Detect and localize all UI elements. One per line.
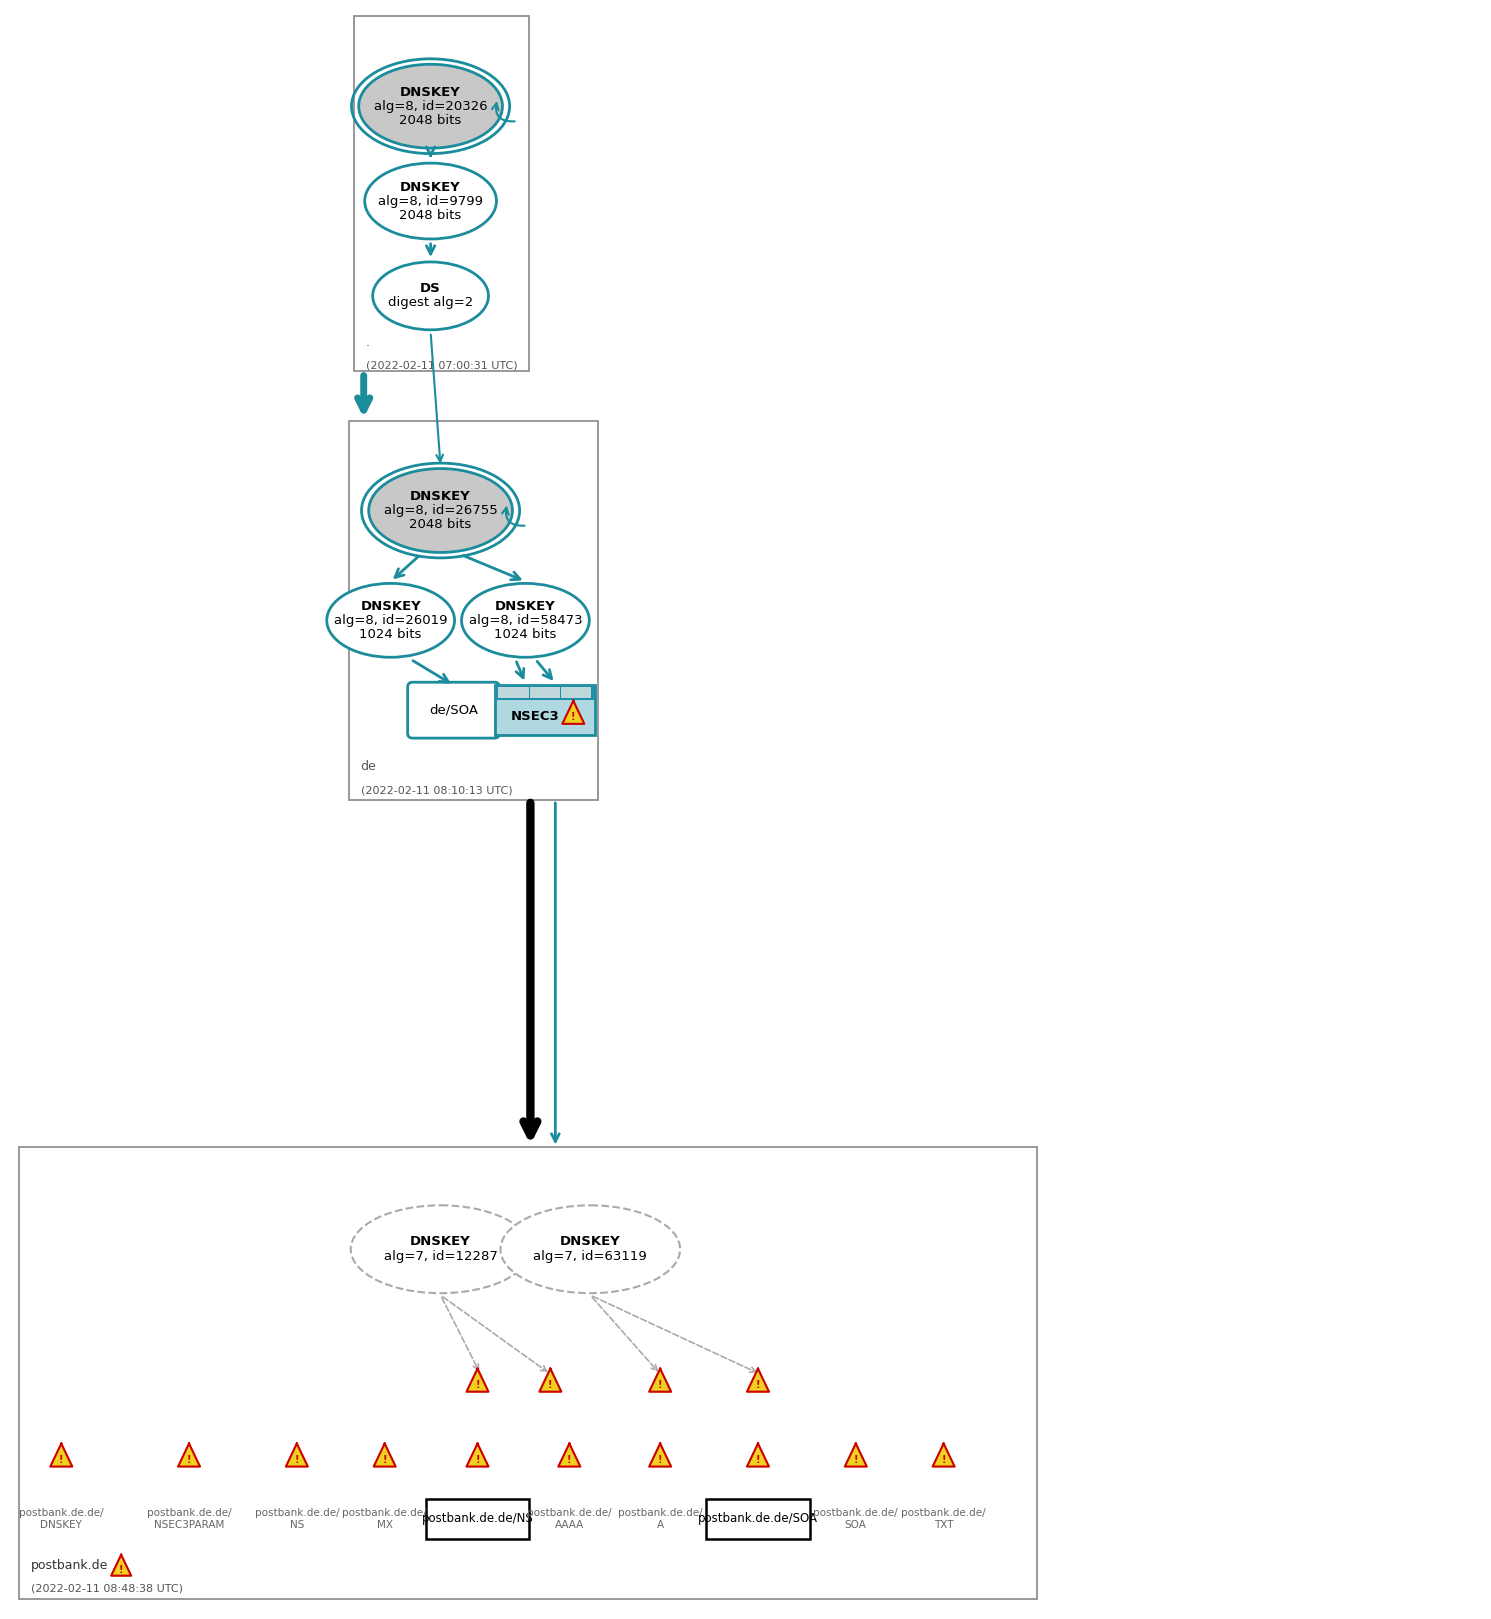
Text: !: ! xyxy=(853,1455,857,1465)
Text: DNSKEY: DNSKEY xyxy=(410,491,471,504)
Polygon shape xyxy=(649,1368,671,1392)
Polygon shape xyxy=(540,1368,561,1392)
Text: !: ! xyxy=(476,1379,480,1391)
Bar xyxy=(561,686,592,698)
Text: alg=8, id=58473: alg=8, id=58473 xyxy=(468,614,581,627)
Bar xyxy=(349,421,598,800)
Polygon shape xyxy=(467,1444,489,1467)
Text: 1024 bits: 1024 bits xyxy=(494,628,556,641)
Text: de/SOA: de/SOA xyxy=(429,704,479,717)
Text: !: ! xyxy=(476,1455,480,1465)
Text: alg=8, id=26755: alg=8, id=26755 xyxy=(383,504,498,516)
Ellipse shape xyxy=(365,164,497,240)
Text: alg=7, id=63119: alg=7, id=63119 xyxy=(534,1250,647,1263)
FancyBboxPatch shape xyxy=(407,682,499,738)
Polygon shape xyxy=(649,1444,671,1467)
Ellipse shape xyxy=(373,262,489,330)
Polygon shape xyxy=(374,1444,395,1467)
Text: NSEC3: NSEC3 xyxy=(511,709,559,722)
Bar xyxy=(529,686,561,698)
Text: !: ! xyxy=(186,1455,191,1465)
Polygon shape xyxy=(747,1444,769,1467)
FancyBboxPatch shape xyxy=(707,1499,810,1538)
Bar xyxy=(19,1148,1038,1598)
Text: !: ! xyxy=(119,1564,124,1575)
Text: postbank.de.de/SOA: postbank.de.de/SOA xyxy=(698,1512,819,1525)
Text: postbank.de.de/
DNSKEY: postbank.de.de/ DNSKEY xyxy=(19,1507,103,1530)
Text: DNSKEY: DNSKEY xyxy=(361,601,420,614)
Polygon shape xyxy=(51,1444,72,1467)
Text: postbank.de.de/
MX: postbank.de.de/ MX xyxy=(343,1507,426,1530)
Text: postbank.de: postbank.de xyxy=(31,1559,109,1572)
Text: DNSKEY: DNSKEY xyxy=(400,181,461,194)
Polygon shape xyxy=(112,1554,131,1575)
Text: alg=8, id=20326: alg=8, id=20326 xyxy=(374,100,488,113)
Ellipse shape xyxy=(350,1205,531,1294)
Text: !: ! xyxy=(295,1455,300,1465)
Text: DNSKEY: DNSKEY xyxy=(561,1235,620,1248)
Bar xyxy=(498,686,529,698)
Bar xyxy=(495,685,595,735)
Text: !: ! xyxy=(756,1455,760,1465)
Text: alg=7, id=12287: alg=7, id=12287 xyxy=(383,1250,498,1263)
Text: de: de xyxy=(361,759,376,774)
Text: DNSKEY: DNSKEY xyxy=(400,86,461,99)
Polygon shape xyxy=(467,1368,489,1392)
Text: postbank.de.de/NS: postbank.de.de/NS xyxy=(422,1512,534,1525)
Text: !: ! xyxy=(756,1379,760,1391)
Bar xyxy=(495,685,595,699)
Ellipse shape xyxy=(368,468,513,552)
Text: (2022-02-11 08:10:13 UTC): (2022-02-11 08:10:13 UTC) xyxy=(361,785,513,795)
Ellipse shape xyxy=(327,583,455,657)
Text: (2022-02-11 08:48:38 UTC): (2022-02-11 08:48:38 UTC) xyxy=(31,1583,183,1593)
Text: !: ! xyxy=(658,1379,662,1391)
Text: !: ! xyxy=(60,1455,64,1465)
Text: 1024 bits: 1024 bits xyxy=(359,628,422,641)
Polygon shape xyxy=(933,1444,954,1467)
Text: postbank.de.de/
A: postbank.de.de/ A xyxy=(617,1507,702,1530)
Text: postbank.de.de/
TXT: postbank.de.de/ TXT xyxy=(902,1507,986,1530)
Text: .: . xyxy=(365,335,370,348)
Text: postbank.de.de/
NS: postbank.de.de/ NS xyxy=(255,1507,338,1530)
Text: DNSKEY: DNSKEY xyxy=(495,601,556,614)
Bar xyxy=(353,16,529,371)
FancyBboxPatch shape xyxy=(425,1499,529,1538)
Text: postbank.de.de/
NSEC3PARAM: postbank.de.de/ NSEC3PARAM xyxy=(146,1507,231,1530)
Text: DS: DS xyxy=(420,282,441,295)
Polygon shape xyxy=(177,1444,200,1467)
Text: !: ! xyxy=(658,1455,662,1465)
Text: postbank.de.de/
SOA: postbank.de.de/ SOA xyxy=(814,1507,898,1530)
Text: 2048 bits: 2048 bits xyxy=(410,518,471,531)
Text: alg=8, id=9799: alg=8, id=9799 xyxy=(379,194,483,207)
Text: digest alg=2: digest alg=2 xyxy=(388,296,473,309)
Polygon shape xyxy=(562,701,584,724)
Polygon shape xyxy=(747,1368,769,1392)
Ellipse shape xyxy=(501,1205,680,1294)
Text: !: ! xyxy=(382,1455,388,1465)
Ellipse shape xyxy=(462,583,589,657)
Text: alg=8, id=26019: alg=8, id=26019 xyxy=(334,614,447,627)
Text: (2022-02-11 07:00:31 UTC): (2022-02-11 07:00:31 UTC) xyxy=(365,361,517,371)
Text: !: ! xyxy=(571,712,576,722)
Text: !: ! xyxy=(567,1455,571,1465)
Ellipse shape xyxy=(359,65,502,147)
Text: 2048 bits: 2048 bits xyxy=(400,209,462,222)
Polygon shape xyxy=(845,1444,866,1467)
Text: postbank.de.de/
AAAA: postbank.de.de/ AAAA xyxy=(526,1507,611,1530)
Polygon shape xyxy=(286,1444,307,1467)
Text: DNSKEY: DNSKEY xyxy=(410,1235,471,1248)
Polygon shape xyxy=(558,1444,580,1467)
Text: 2048 bits: 2048 bits xyxy=(400,113,462,126)
Text: !: ! xyxy=(549,1379,553,1391)
Text: !: ! xyxy=(941,1455,945,1465)
